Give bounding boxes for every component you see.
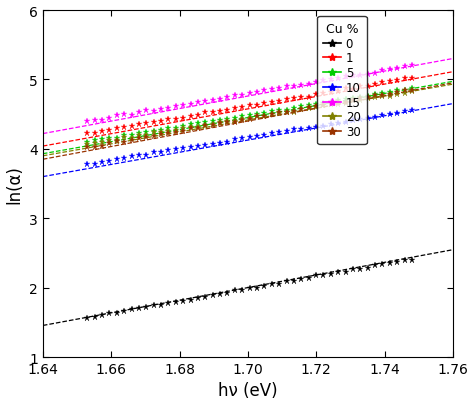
- X-axis label: hν (eV): hν (eV): [218, 382, 278, 399]
- Y-axis label: ln(α): ln(α): [6, 165, 24, 203]
- Legend: 0, 1, 5, 10, 15, 20, 30: 0, 1, 5, 10, 15, 20, 30: [318, 17, 366, 145]
